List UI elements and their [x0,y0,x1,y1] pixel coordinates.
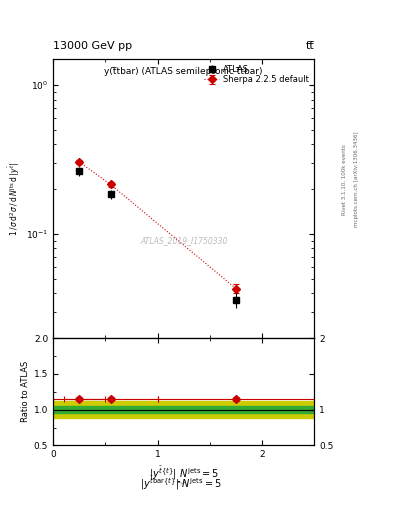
Legend: ATLAS, Sherpa 2.2.5 default: ATLAS, Sherpa 2.2.5 default [203,63,310,86]
Text: 13000 GeV pp: 13000 GeV pp [53,41,132,51]
Text: mcplots.cern.ch [arXiv:1306.3436]: mcplots.cern.ch [arXiv:1306.3436] [354,132,359,227]
Text: tt̅: tt̅ [306,41,314,51]
Text: Rivet 3.1.10, 100k events: Rivet 3.1.10, 100k events [342,144,347,215]
Y-axis label: Ratio to ATLAS: Ratio to ATLAS [21,361,29,422]
X-axis label: $|y^{\bar{t}\{t\}}|\ N^{\rm jets}=5$: $|y^{\bar{t}\{t\}}|\ N^{\rm jets}=5$ [149,465,219,482]
Text: ATLAS_2019_I1750330: ATLAS_2019_I1750330 [140,236,228,245]
Bar [53,406,314,413]
Bar [53,401,314,418]
Y-axis label: $1\,/\,\sigma\,\mathrm{d}^2\sigma\,/\,\mathrm{d}\,N^{\mathrm{jts}}\,\mathrm{d}\,: $1\,/\,\sigma\,\mathrm{d}^2\sigma\,/\,\m… [6,161,22,236]
Text: y(t̅tbar) (ATLAS semileptonic t̅tbar): y(t̅tbar) (ATLAS semileptonic t̅tbar) [105,67,263,76]
Text: $|y^{\bar{t}\mathrm{bar}\{t\}}|\ N^{\mathrm{jets}}=5$: $|y^{\bar{t}\mathrm{bar}\{t\}}|\ N^{\mat… [140,475,222,493]
Text: $|y^{\overline{t}\mathrm{bar}\{t\}}|\ N^{\rm jets}=5$: $|y^{\overline{t}\mathrm{bar}\{t\}}|\ N^… [176,480,189,487]
